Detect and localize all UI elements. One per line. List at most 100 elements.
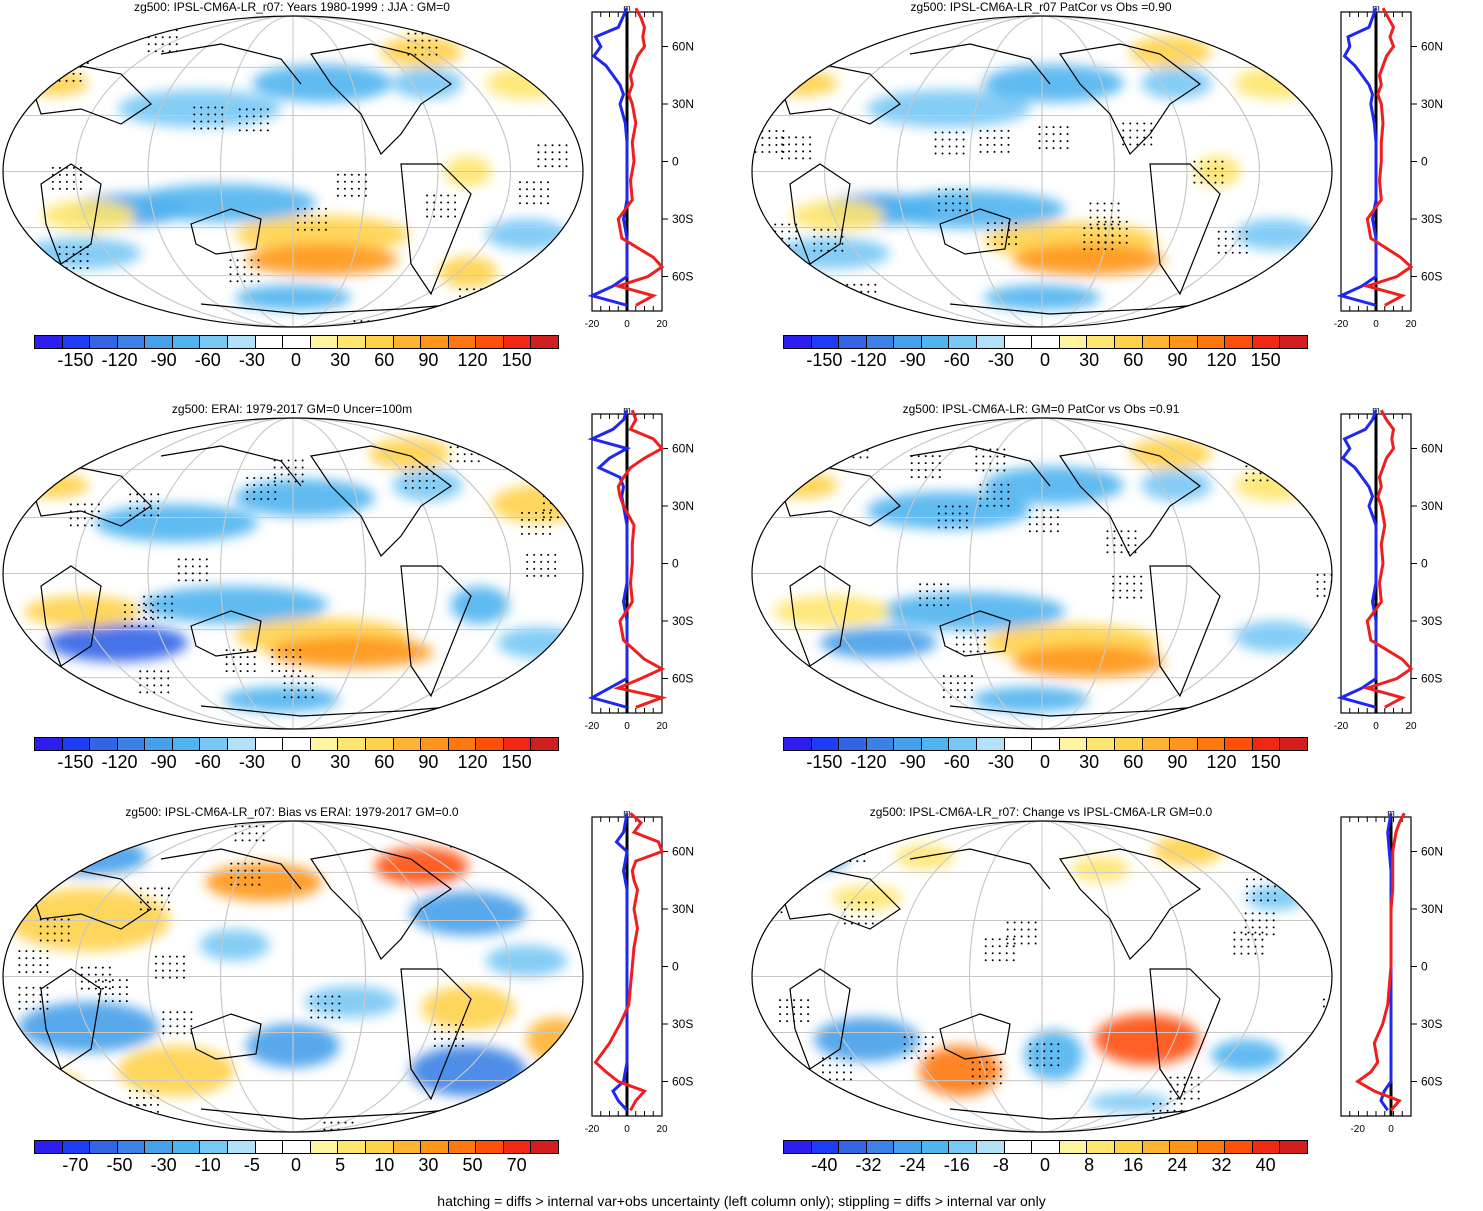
field-anomaly-region [831,885,902,911]
colorbar-swatch [254,737,284,751]
red-series-line [1362,409,1414,709]
field-anomaly-region [12,1071,83,1103]
colorbar-swatch [865,737,895,751]
field-anomaly-region [485,945,568,977]
field-anomaly-region [1141,67,1212,100]
colorbar-swatch [920,335,950,349]
colorbar-label: 0 [1039,752,1051,772]
field-anomaly-region [1024,1030,1083,1081]
colorbar-swatch [1224,737,1253,751]
field-anomaly-region [409,1045,527,1097]
colorbar-swatch [34,335,63,349]
colorbar-swatch [1058,335,1088,349]
world-map [2,15,584,328]
field-anomaly-region [94,504,258,542]
colorbar-swatch [1031,737,1060,751]
colorbar-label: -120 [850,350,887,370]
lat-tick-label: 0 [1421,557,1428,571]
field-anomaly-region [790,199,885,232]
colorbar-swatch [61,737,91,751]
colorbar-swatch [475,335,504,349]
colorbar-swatch [1251,737,1281,751]
field-anomaly-region [1234,469,1317,502]
field-anomaly-region [773,237,891,270]
colorbar-label: -90 [150,350,177,370]
colorbar-label: -30 [150,1155,177,1175]
colorbar-swatch [34,1140,63,1154]
colorbar-swatch [199,335,229,349]
colorbar-label: 60 [1123,752,1144,772]
colorbar-swatch [227,1140,256,1154]
field-anomaly-region [24,237,142,270]
colorbar-label: 30 [330,350,351,370]
colorbar-swatch [227,737,256,751]
colorbar-swatch [1003,1140,1033,1154]
colorbar-label: 0 [290,1155,302,1175]
field-anomaly-region [234,215,410,254]
colorbar-label: 150 [1250,350,1281,370]
field-anomaly-region [246,243,399,276]
colorbar-swatch [810,1140,840,1154]
colorbar-swatch [1031,1140,1060,1154]
coastlines [30,445,472,717]
lat-tick-label: 30N [1421,902,1443,916]
field-anomaly-region [409,891,527,936]
colorbar-label: 24 [1167,1155,1188,1175]
colorbar-swatch [420,737,449,751]
field-anomaly-region [421,985,515,1031]
x-tick-label: 0 [624,721,630,732]
field-anomaly-region [1088,1093,1171,1112]
lat-tick-label: 60N [672,845,694,859]
colorbar-label: 16 [1123,1155,1144,1175]
colorbar-swatch [309,737,339,751]
colorbar-label: 40 [1255,1155,1276,1175]
colorbar-swatch [810,737,840,751]
field-anomaly-region [814,1017,920,1062]
colorbar-label: 30 [330,752,351,772]
field-anomaly-region [392,469,463,502]
colorbar-swatch [502,737,532,751]
lat-tick-label: 0 [1421,155,1428,169]
field-anomaly-region [773,595,891,628]
colorbar-label: -30 [238,752,265,772]
lat-tick-label: 30S [672,614,693,628]
colorbar-swatch [282,335,311,349]
colorbar-label: 60 [1123,350,1144,370]
colorbar-swatch [199,737,229,751]
colorbar-swatch [1058,737,1088,751]
field-anomaly-region [1141,469,1212,502]
colorbar-label: -120 [850,752,887,772]
colorbar-label: -5 [243,1155,260,1175]
lat-tick-label: 60N [672,40,694,54]
colorbar-label: 10 [374,1155,395,1175]
colorbar-swatch [1224,335,1253,349]
colorbar-swatch [948,1140,978,1154]
colorbar-swatch [61,335,91,349]
colorbar-swatch [1113,1140,1143,1154]
x-tick-label: 0 [1373,319,1379,330]
colorbar-swatch [976,335,1005,349]
x-tick-label: 20 [656,319,668,330]
field-anomaly-region [392,67,463,100]
colorbar-label: -10 [194,1155,221,1175]
colorbar-swatch [447,737,477,751]
colorbar-label: 90 [1167,350,1188,370]
colorbar-swatch [116,737,146,751]
colorbar-label: 5 [335,1155,346,1175]
colorbar-swatch [838,1140,867,1154]
blue-series-line [587,409,631,709]
lat-tick-label: 30N [1421,97,1443,111]
field-anomaly-region [222,686,340,713]
field-anomaly-region [450,586,510,624]
coastlines [30,43,472,315]
colorbar-swatch [948,335,978,349]
colorbar-label: 150 [501,350,532,370]
colorbar-swatch [34,737,63,751]
colorbar-label: -30 [238,350,265,370]
field-anomaly-region [30,837,147,876]
colorbar-label: -60 [943,752,970,772]
colorbar-swatch [1003,335,1033,349]
